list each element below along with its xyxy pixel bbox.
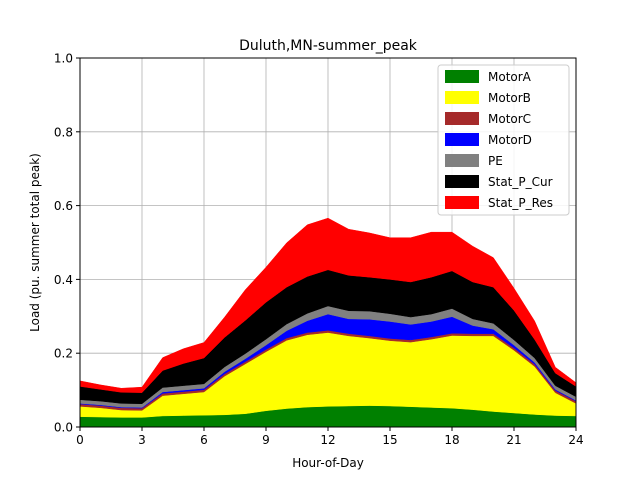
x-axis-label: Hour-of-Day xyxy=(292,456,364,470)
legend-label-motorc: MotorC xyxy=(488,112,531,126)
legend-swatch-pe xyxy=(445,154,479,167)
x-tick-label: 0 xyxy=(76,433,84,447)
legend-swatch-motora xyxy=(445,70,479,83)
chart-title: Duluth,MN-summer_peak xyxy=(239,38,418,54)
x-tick-label: 12 xyxy=(320,433,335,447)
y-axis-label: Load (pu. summer total peak) xyxy=(28,153,42,332)
y-tick-label: 0.4 xyxy=(54,273,73,287)
legend-label-stat-p-cur: Stat_P_Cur xyxy=(488,175,553,189)
x-tick-label: 15 xyxy=(382,433,397,447)
legend-label-motorb: MotorB xyxy=(488,91,531,105)
y-tick-label: 0.6 xyxy=(54,199,73,213)
x-tick-label: 18 xyxy=(444,433,459,447)
x-tick-label: 9 xyxy=(262,433,270,447)
y-tick-label: 0.0 xyxy=(54,421,73,435)
x-tick-label: 24 xyxy=(568,433,583,447)
legend-swatch-motorb xyxy=(445,91,479,104)
y-tick-label: 0.2 xyxy=(54,347,73,361)
x-tick-label: 3 xyxy=(138,433,146,447)
legend-swatch-stat-p-cur xyxy=(445,175,479,188)
legend-swatch-stat-p-res xyxy=(445,196,479,209)
y-tick-label: 0.8 xyxy=(54,125,73,139)
stacked-areas xyxy=(79,217,577,428)
x-tick-label: 21 xyxy=(506,433,521,447)
legend-swatch-motord xyxy=(445,133,479,146)
legend-label-pe: PE xyxy=(488,154,503,168)
axis-ticks: 0 3 6 9 12 15 18 21 24 0.0 0.2 0.4 0.6 0.8 1.0 xyxy=(54,52,584,448)
legend-label-stat-p-res: Stat_P_Res xyxy=(488,196,553,210)
legend-swatch-motorc xyxy=(445,112,479,125)
x-tick-label: 6 xyxy=(200,433,208,447)
legend-label-motord: MotorD xyxy=(488,133,532,147)
legend: MotorA MotorB MotorC MotorD PE Stat_P_Cur Stat… xyxy=(437,64,570,216)
y-tick-label: 1.0 xyxy=(54,52,73,66)
legend-label-motora: MotorA xyxy=(488,70,532,84)
